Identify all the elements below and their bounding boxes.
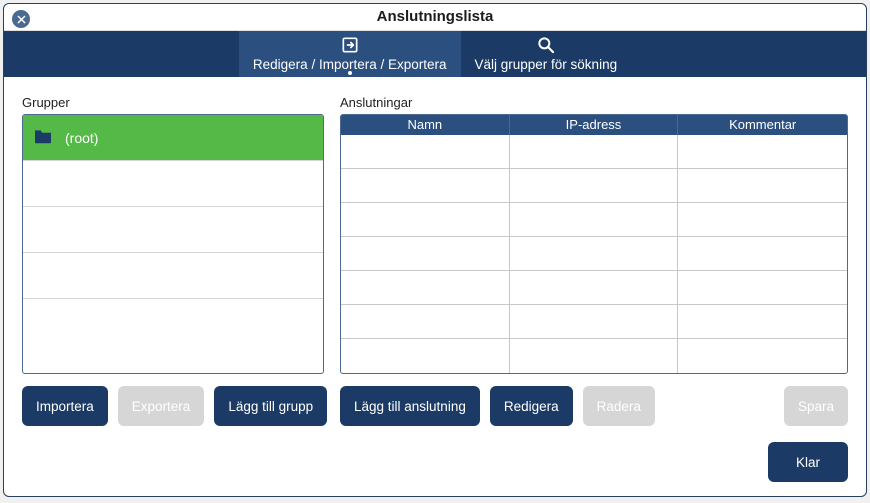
main-body: Grupper (root) Importera Exportera Lägg …	[4, 77, 866, 436]
export-button: Exportera	[118, 386, 205, 426]
close-icon	[17, 15, 26, 24]
table-cell	[510, 135, 679, 168]
done-button[interactable]: Klar	[768, 442, 848, 482]
window-title: Anslutningslista	[4, 8, 866, 25]
table-cell	[678, 169, 847, 202]
table-cell	[341, 135, 510, 168]
table-row[interactable]	[341, 203, 847, 237]
titlebar: Anslutningslista	[4, 4, 866, 31]
edit-button[interactable]: Redigera	[490, 386, 573, 426]
table-cell	[341, 169, 510, 202]
groups-label: Grupper	[22, 95, 324, 110]
save-button: Spara	[784, 386, 848, 426]
connections-table[interactable]: Namn IP-adress Kommentar	[340, 114, 848, 374]
table-cell	[510, 271, 679, 304]
table-cell	[510, 339, 679, 373]
connections-buttons: Lägg till anslutning Redigera Radera Spa…	[340, 386, 848, 426]
table-cell	[341, 339, 510, 373]
groups-buttons: Importera Exportera Lägg till grupp	[22, 386, 324, 426]
connections-pane: Anslutningar Namn IP-adress Kommentar Lä…	[340, 95, 848, 426]
table-cell	[341, 271, 510, 304]
table-row[interactable]	[341, 135, 847, 169]
search-icon	[536, 35, 556, 55]
table-cell	[678, 237, 847, 270]
list-item[interactable]	[23, 253, 323, 299]
connection-list-window: Anslutningslista Redigera / Importera / …	[3, 3, 867, 497]
table-row[interactable]	[341, 339, 847, 373]
list-item[interactable]: (root)	[23, 115, 323, 161]
table-cell	[678, 203, 847, 236]
table-cell	[678, 135, 847, 168]
table-body	[341, 135, 847, 373]
connections-label: Anslutningar	[340, 95, 848, 110]
folder-icon	[33, 128, 53, 147]
bottom-bar: Klar	[4, 436, 866, 496]
col-ip: IP-adress	[510, 115, 679, 135]
table-cell	[678, 339, 847, 373]
table-cell	[341, 203, 510, 236]
table-cell	[510, 237, 679, 270]
groups-list[interactable]: (root)	[22, 114, 324, 374]
add-connection-button[interactable]: Lägg till anslutning	[340, 386, 480, 426]
table-header: Namn IP-adress Kommentar	[341, 115, 847, 135]
table-cell	[678, 271, 847, 304]
table-cell	[510, 203, 679, 236]
tab-label: Redigera / Importera / Exportera	[253, 57, 447, 72]
import-button[interactable]: Importera	[22, 386, 108, 426]
table-cell	[510, 169, 679, 202]
tab-select-groups[interactable]: Välj grupper för sökning	[461, 31, 632, 77]
table-cell	[341, 237, 510, 270]
table-row[interactable]	[341, 305, 847, 339]
close-button[interactable]	[12, 10, 30, 28]
table-cell	[341, 305, 510, 338]
tab-label: Välj grupper för sökning	[475, 57, 618, 72]
table-cell	[510, 305, 679, 338]
col-comment: Kommentar	[678, 115, 847, 135]
delete-button: Radera	[583, 386, 655, 426]
tab-edit-import-export[interactable]: Redigera / Importera / Exportera	[239, 31, 461, 77]
col-name: Namn	[341, 115, 510, 135]
table-row[interactable]	[341, 237, 847, 271]
list-item[interactable]	[23, 207, 323, 253]
list-item-label: (root)	[65, 130, 98, 146]
groups-pane: Grupper (root) Importera Exportera Lägg …	[22, 95, 324, 426]
add-group-button[interactable]: Lägg till grupp	[214, 386, 327, 426]
table-row[interactable]	[341, 271, 847, 305]
import-export-icon	[340, 35, 360, 55]
tab-bar: Redigera / Importera / Exportera Välj gr…	[4, 31, 866, 77]
list-item[interactable]	[23, 299, 323, 345]
table-row[interactable]	[341, 169, 847, 203]
list-item[interactable]	[23, 161, 323, 207]
table-cell	[678, 305, 847, 338]
